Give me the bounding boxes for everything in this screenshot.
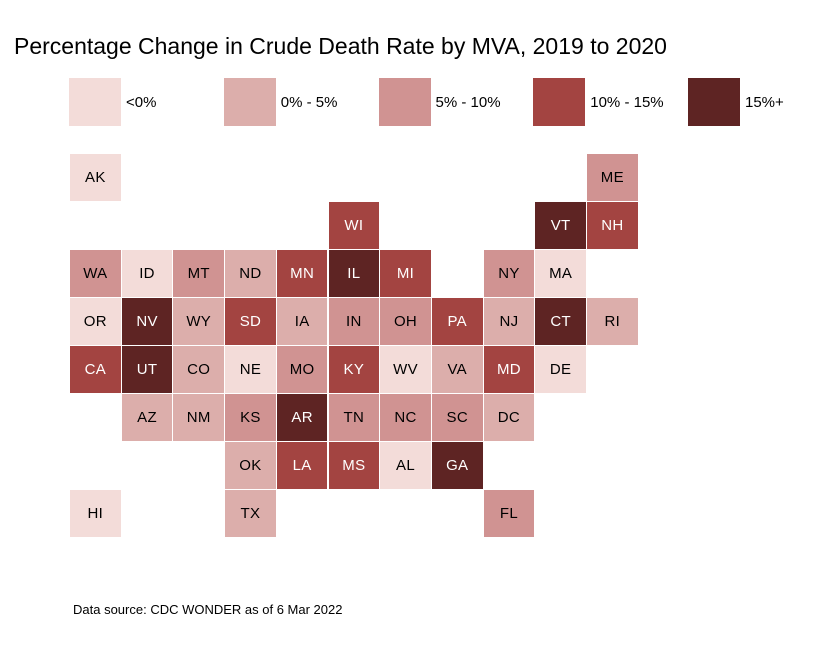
state-tile-mo: MO	[276, 346, 328, 394]
chart-title: Percentage Change in Crude Death Rate by…	[14, 33, 667, 59]
legend-label: 15%+	[745, 93, 784, 111]
state-tile-wi: WI	[328, 202, 380, 250]
state-tile-sc: SC	[431, 394, 483, 442]
state-tile-co: CO	[173, 346, 225, 394]
state-tile-ia: IA	[276, 298, 328, 346]
state-tile-ny: NY	[483, 250, 535, 298]
state-tile-pa: PA	[431, 298, 483, 346]
legend-item-3: 10% - 15%	[533, 78, 664, 126]
state-tile-ne: NE	[225, 346, 276, 394]
state-tile-in: IN	[328, 298, 380, 346]
state-tile-al: AL	[380, 442, 431, 490]
state-tile-ar: AR	[276, 394, 328, 442]
state-tile-nj: NJ	[483, 298, 535, 346]
legend-swatch-icon	[378, 78, 431, 126]
state-tile-ms: MS	[328, 442, 380, 490]
state-tile-il: IL	[328, 250, 380, 298]
state-tile-id: ID	[121, 250, 173, 298]
state-tile-tx: TX	[225, 490, 276, 538]
legend-label: 5% - 10%	[435, 93, 501, 111]
state-tile-ak: AK	[70, 154, 121, 202]
state-tile-ca: CA	[70, 346, 121, 394]
legend-swatch-icon	[533, 78, 586, 126]
legend-label: 0% - 5%	[280, 93, 338, 111]
legend-swatch-icon	[69, 78, 121, 126]
state-tile-md: MD	[483, 346, 535, 394]
state-tile-wa: WA	[70, 250, 121, 298]
state-tile-tn: TN	[328, 394, 380, 442]
state-tile-ma: MA	[535, 250, 586, 298]
state-tile-fl: FL	[483, 490, 535, 538]
legend-item-2: 5% - 10%	[378, 78, 501, 126]
state-tile-ri: RI	[587, 298, 638, 346]
state-tile-wy: WY	[173, 298, 225, 346]
state-tile-oh: OH	[380, 298, 431, 346]
state-tile-ok: OK	[225, 442, 276, 490]
state-tile-sd: SD	[225, 298, 276, 346]
legend-swatch-icon	[223, 78, 276, 126]
state-tile-ks: KS	[225, 394, 276, 442]
state-tile-nd: ND	[225, 250, 276, 298]
state-tile-wv: WV	[380, 346, 431, 394]
state-tile-mi: MI	[380, 250, 431, 298]
state-tile-nh: NH	[587, 202, 638, 250]
legend-swatch-icon	[688, 78, 740, 126]
state-tile-nc: NC	[380, 394, 431, 442]
state-tile-dc: DC	[483, 394, 535, 442]
state-tile-me: ME	[587, 154, 638, 202]
state-tile-ut: UT	[121, 346, 173, 394]
state-tile-ga: GA	[431, 442, 483, 490]
data-source-note: Data source: CDC WONDER as of 6 Mar 2022	[73, 602, 343, 617]
state-tile-nv: NV	[121, 298, 173, 346]
legend-item-4: 15%+	[688, 78, 784, 126]
state-tile-vt: VT	[535, 202, 586, 250]
state-tile-la: LA	[276, 442, 328, 490]
state-tile-nm: NM	[173, 394, 225, 442]
state-tile-hi: HI	[70, 490, 121, 538]
legend-item-0: <0%	[69, 78, 156, 126]
state-tile-ct: CT	[535, 298, 586, 346]
legend-label: <0%	[126, 93, 157, 111]
state-tile-mn: MN	[276, 250, 328, 298]
legend-item-1: 0% - 5%	[223, 78, 338, 126]
state-tile-de: DE	[535, 346, 586, 394]
state-tile-or: OR	[70, 298, 121, 346]
legend-label: 10% - 15%	[590, 93, 664, 111]
state-tile-az: AZ	[121, 394, 173, 442]
state-tile-va: VA	[431, 346, 483, 394]
state-tile-ky: KY	[328, 346, 380, 394]
state-tile-mt: MT	[173, 250, 225, 298]
